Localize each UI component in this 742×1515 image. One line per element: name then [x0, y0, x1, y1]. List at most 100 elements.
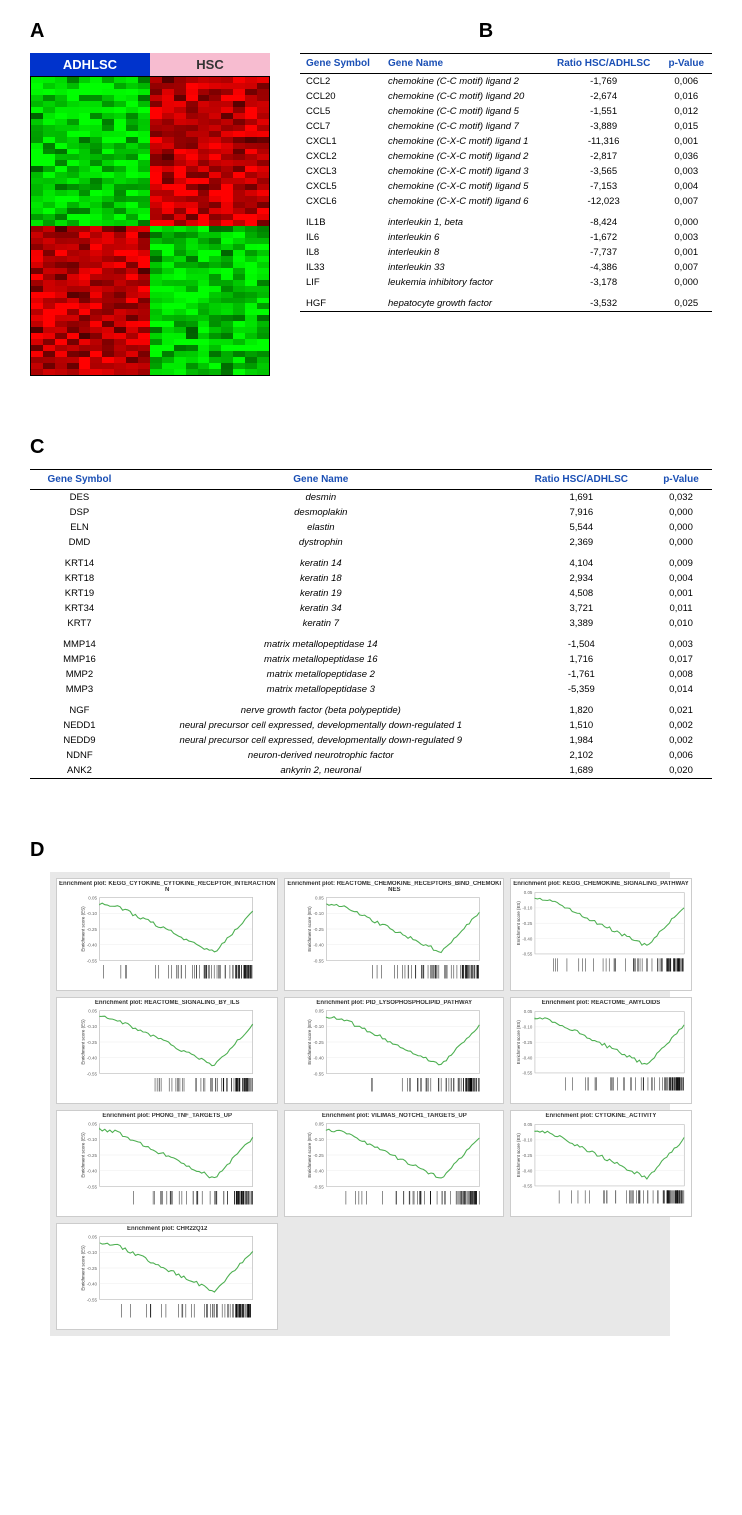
gsea-chart: 0.05-0.10-0.25-0.40-0.55Enrichment score… — [59, 1119, 275, 1209]
table-row: DSPdesmoplakin7,9160,000 — [30, 505, 712, 520]
table-row: CXCL6chemokine (C-X-C motif) ligand 6-12… — [300, 194, 712, 209]
heatmap-header: ADHLSC HSC — [30, 53, 270, 76]
th-ratio: Ratio HSC/ADHLSC — [513, 470, 650, 490]
svg-text:-0.55: -0.55 — [523, 1184, 534, 1189]
svg-text:Enrichment score (ES): Enrichment score (ES) — [516, 1020, 521, 1065]
th-pval: p-Value — [650, 470, 712, 490]
svg-text:-0.10: -0.10 — [523, 906, 534, 911]
svg-text:-0.25: -0.25 — [314, 1040, 325, 1045]
th-symbol: Gene Symbol — [30, 470, 129, 490]
gsea-grid: Enrichment plot: KEGG_CYTOKINE_CYTOKINE_… — [50, 872, 670, 1336]
svg-text:-0.40: -0.40 — [314, 1056, 325, 1061]
svg-text:Enrichment score (ES): Enrichment score (ES) — [80, 1019, 85, 1065]
svg-text:0.05: 0.05 — [524, 1122, 533, 1127]
gsea-plot: Enrichment plot: VILIMAS_NOTCH1_TARGETS_… — [284, 1110, 504, 1217]
gsea-chart: 0.05-0.10-0.25-0.40-0.55Enrichment score… — [59, 893, 275, 983]
gene-table-b: Gene Symbol Gene Name Ratio HSC/ADHLSC p… — [300, 53, 712, 312]
table-row: MMP2matrix metallopeptidase 2-1,7610,008 — [30, 667, 712, 682]
svg-text:-0.25: -0.25 — [523, 921, 534, 926]
svg-text:-0.40: -0.40 — [87, 1169, 98, 1174]
gsea-chart: 0.05-0.10-0.25-0.40-0.55Enrichment score… — [513, 1006, 689, 1096]
panel-c: C Gene Symbol Gene Name Ratio HSC/ADHLSC… — [30, 436, 712, 779]
table-row: DESdesmin1,6910,032 — [30, 490, 712, 506]
table-row: KRT14keratin 144,1040,009 — [30, 550, 712, 571]
svg-text:-0.25: -0.25 — [87, 1040, 98, 1045]
gsea-plot: Enrichment plot: CYTOKINE_ACTIVITY0.05-0… — [510, 1110, 692, 1217]
table-row: CXCL1chemokine (C-X-C motif) ligand 1-11… — [300, 134, 712, 149]
table-row: KRT19keratin 194,5080,001 — [30, 586, 712, 601]
svg-text:0.05: 0.05 — [88, 1008, 97, 1013]
table-row: CXCL3chemokine (C-X-C motif) ligand 3-3,… — [300, 164, 712, 179]
heatmap-header-left: ADHLSC — [30, 53, 150, 76]
svg-text:-0.25: -0.25 — [314, 927, 325, 932]
gsea-chart: 0.05-0.10-0.25-0.40-0.55Enrichment score… — [287, 893, 501, 983]
table-row: LIFleukemia inhibitory factor-3,1780,000 — [300, 275, 712, 290]
gsea-plot: Enrichment plot: KEGG_CHEMOKINE_SIGNALIN… — [510, 878, 692, 991]
table-row: IL1Binterleukin 1, beta-8,4240,000 — [300, 209, 712, 230]
svg-text:-0.40: -0.40 — [523, 1168, 534, 1173]
svg-text:-0.10: -0.10 — [87, 1024, 98, 1029]
table-row: ELNelastin5,5440,000 — [30, 520, 712, 535]
svg-text:-0.10: -0.10 — [523, 1025, 534, 1030]
svg-text:-0.55: -0.55 — [314, 1184, 325, 1189]
svg-text:Enrichment score (ES): Enrichment score (ES) — [516, 901, 521, 946]
panel-c-label: C — [30, 436, 712, 459]
table-row: NEDD1neural precursor cell expressed, de… — [30, 718, 712, 733]
table-row: MMP3matrix metallopeptidase 3-5,3590,014 — [30, 682, 712, 697]
gsea-chart: 0.05-0.10-0.25-0.40-0.55Enrichment score… — [513, 1119, 689, 1209]
table-row: HGFhepatocyte growth factor-3,5320,025 — [300, 290, 712, 312]
table-row: CXCL5chemokine (C-X-C motif) ligand 5-7,… — [300, 179, 712, 194]
svg-text:0.05: 0.05 — [524, 890, 533, 895]
gene-table-c: Gene Symbol Gene Name Ratio HSC/ADHLSC p… — [30, 469, 712, 779]
svg-text:-0.40: -0.40 — [87, 943, 98, 948]
svg-text:-0.10: -0.10 — [314, 1024, 325, 1029]
th-ratio: Ratio HSC/ADHLSC — [547, 54, 661, 74]
svg-text:-0.55: -0.55 — [523, 1071, 534, 1076]
table-row: CCL20chemokine (C-C motif) ligand 20-2,6… — [300, 89, 712, 104]
panel-d-label: D — [30, 839, 712, 862]
gsea-chart: 0.05-0.10-0.25-0.40-0.55Enrichment score… — [287, 1006, 501, 1096]
svg-text:Enrichment score (ES): Enrichment score (ES) — [80, 906, 85, 952]
panel-a: A ADHLSC HSC — [30, 20, 270, 376]
svg-text:-0.40: -0.40 — [87, 1056, 98, 1061]
table-row: DMDdystrophin2,3690,000 — [30, 535, 712, 550]
svg-text:-0.40: -0.40 — [523, 936, 534, 941]
table-row: MMP14matrix metallopeptidase 14-1,5040,0… — [30, 631, 712, 652]
panel-b: B Gene Symbol Gene Name Ratio HSC/ADHLSC… — [300, 20, 712, 312]
panel-b-label: B — [260, 20, 712, 43]
table-row: KRT34keratin 343,7210,011 — [30, 601, 712, 616]
svg-text:Enrichment score (ES): Enrichment score (ES) — [307, 1019, 312, 1065]
svg-text:0.05: 0.05 — [524, 1009, 533, 1014]
table-row: KRT7keratin 73,3890,010 — [30, 616, 712, 631]
table-row: NGFnerve growth factor (beta polypeptide… — [30, 697, 712, 718]
svg-text:0.05: 0.05 — [315, 1121, 324, 1126]
gsea-plot: Enrichment plot: PHONG_TNF_TARGETS_UP0.0… — [56, 1110, 278, 1217]
table-row: KRT18keratin 182,9340,004 — [30, 571, 712, 586]
heatmap — [30, 76, 270, 376]
svg-text:-0.55: -0.55 — [87, 1071, 98, 1076]
gsea-plot: Enrichment plot: REACTOME_SIGNALING_BY_I… — [56, 997, 278, 1104]
svg-text:-0.10: -0.10 — [87, 1250, 98, 1255]
gsea-chart: 0.05 -0.10 -0.25 -0.40 -0.55 Enrichment score… — [59, 1006, 275, 1096]
svg-text:-0.55: -0.55 — [523, 952, 534, 957]
svg-text:-0.10: -0.10 — [523, 1138, 534, 1143]
gsea-chart: 0.05-0.10-0.25-0.40-0.55Enrichment score… — [287, 1119, 501, 1209]
svg-text:-0.10: -0.10 — [314, 1137, 325, 1142]
svg-text:-0.10: -0.10 — [87, 911, 98, 916]
svg-text:-0.55: -0.55 — [87, 1297, 98, 1302]
table-row: CCL5chemokine (C-C motif) ligand 5-1,551… — [300, 104, 712, 119]
svg-text:-0.25: -0.25 — [314, 1153, 325, 1158]
panel-a-label: A — [30, 20, 270, 43]
svg-text:0.05: 0.05 — [88, 895, 97, 900]
svg-text:-0.10: -0.10 — [314, 911, 325, 916]
svg-text:Enrichment score (ES): Enrichment score (ES) — [516, 1133, 521, 1178]
svg-text:Enrichment score (ES): Enrichment score (ES) — [80, 1132, 85, 1178]
gsea-plot: Enrichment plot: PID_LYSOPHOSPHOLIPID_PA… — [284, 997, 504, 1104]
svg-text:0.05: 0.05 — [315, 895, 324, 900]
table-row: MMP16matrix metallopeptidase 161,7160,01… — [30, 652, 712, 667]
table-row: IL33interleukin 33-4,3860,007 — [300, 260, 712, 275]
svg-text:Enrichment score (ES): Enrichment score (ES) — [307, 906, 312, 952]
table-row: CCL2chemokine (C-C motif) ligand 2-1,769… — [300, 74, 712, 90]
svg-text:-0.40: -0.40 — [314, 943, 325, 948]
panel-d: D Enrichment plot: KEGG_CYTOKINE_CYTOKIN… — [30, 839, 712, 1336]
